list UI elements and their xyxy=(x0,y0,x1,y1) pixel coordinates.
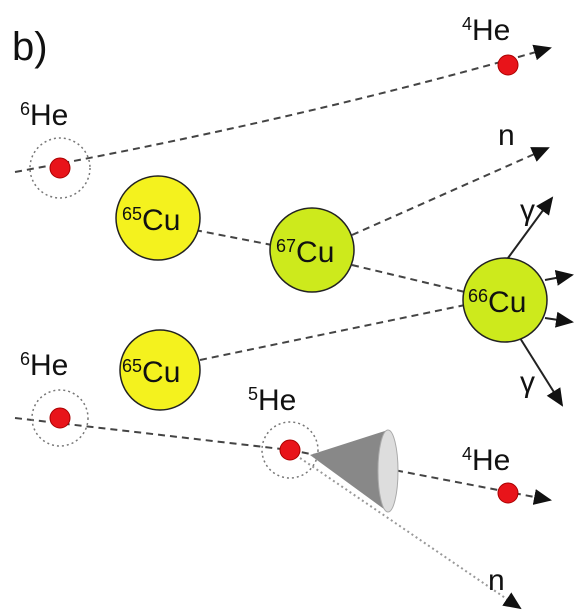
label: 4He xyxy=(462,14,510,47)
label: 6He xyxy=(20,99,68,132)
label: 4He xyxy=(462,444,510,477)
nuclei xyxy=(30,55,547,503)
label: γ xyxy=(520,194,535,227)
label: 5He xyxy=(248,384,296,417)
label: n xyxy=(488,564,505,597)
label: 6He xyxy=(20,349,68,382)
panel-label: b) xyxy=(12,25,48,69)
diagram: b) 4He 6He n 65Cu 67Cu γ 66Cu 6He 65Cu 5… xyxy=(0,0,575,614)
label: γ xyxy=(520,366,535,399)
label: n xyxy=(498,119,515,152)
cone xyxy=(310,430,398,512)
